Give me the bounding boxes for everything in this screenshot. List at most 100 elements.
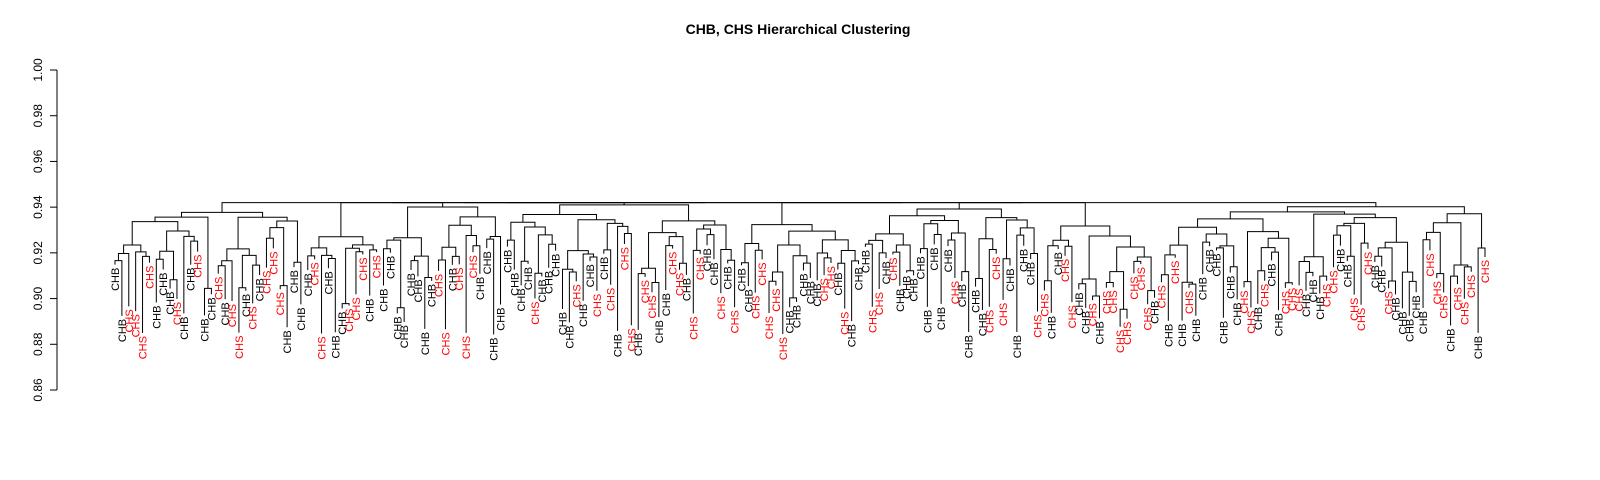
dendrogram-branch xyxy=(1030,253,1039,312)
dendrogram-branch xyxy=(537,234,553,274)
dendrogram-branch xyxy=(851,260,860,322)
dendrogram-branch xyxy=(1178,226,1218,246)
dendrogram-branch xyxy=(720,248,732,294)
dendrogram-branch xyxy=(923,223,939,249)
dendrogram-branch xyxy=(975,278,983,310)
leaf-label: CHB xyxy=(557,312,569,335)
leaf-label: CHS xyxy=(461,336,473,359)
leaf-label: CHS xyxy=(1329,270,1341,293)
leaf-label: CHB xyxy=(1253,307,1265,330)
leaf-label: CHS xyxy=(668,252,680,275)
leaf-label: CHS xyxy=(454,267,466,290)
leaf-label: CHB xyxy=(1212,253,1224,276)
leaf-label: CHB xyxy=(179,317,191,340)
dendrogram-branch xyxy=(1303,256,1324,277)
dendrogram-branch xyxy=(269,227,285,286)
dendrogram-branch xyxy=(1286,206,1465,214)
dendrogram-branch xyxy=(740,262,749,287)
leaf-label: CHS xyxy=(1067,305,1079,328)
dendrogram-branch xyxy=(978,238,994,279)
leaf-label: CHB xyxy=(551,254,563,277)
leaf-label: CHB xyxy=(496,308,508,331)
dendrogram-branch xyxy=(1169,244,1188,283)
leaf-label: CHB xyxy=(723,266,735,289)
leaf-label: CHB xyxy=(165,292,177,315)
dendrogram-branch xyxy=(486,238,495,335)
dendrogram-branch xyxy=(751,224,813,244)
dendrogram-branch xyxy=(589,256,598,291)
leaf-label: CHB xyxy=(599,257,611,280)
leaf-label: CHS xyxy=(592,294,604,317)
leaf-label: CHB xyxy=(578,304,590,327)
leaf-label: CHB xyxy=(1411,295,1423,318)
leaf-label: CHS xyxy=(647,295,659,318)
leaf-label: CHS xyxy=(571,284,583,307)
dendrogram-branch xyxy=(888,215,946,234)
dendrogram-branch xyxy=(1313,213,1376,257)
leaf-label: CHB xyxy=(1094,321,1106,344)
dendrogram-branch xyxy=(661,220,716,233)
leaf-label: CHS xyxy=(344,309,356,332)
dendrogram-branch xyxy=(310,247,328,256)
leaf-label: CHB xyxy=(943,249,955,272)
dendrogram-branch xyxy=(352,244,374,250)
leaf-label: CHB xyxy=(1315,296,1327,319)
dendrogram-branch xyxy=(1450,275,1458,326)
leaf-label: CHB xyxy=(241,294,253,317)
leaf-label: CHB xyxy=(812,283,824,306)
dendrogram-branch xyxy=(226,248,250,261)
leaf-label: CHB xyxy=(1301,294,1313,317)
leaf-label: CHB xyxy=(805,281,817,304)
dendrogram-branch xyxy=(407,206,479,238)
leaf-label: CHB xyxy=(385,256,397,279)
leaf-label: CHB xyxy=(206,297,218,320)
leaf-label: CHB xyxy=(475,277,487,300)
leaf-label: CHS xyxy=(1143,307,1155,330)
y-tick-label: 0.90 xyxy=(31,287,45,311)
dendrogram-branch xyxy=(1360,242,1369,305)
leaf-label: CHS xyxy=(1260,284,1272,307)
dendrogram-branch xyxy=(451,255,460,265)
dendrogram-branch xyxy=(1197,218,1264,232)
leaf-label: CHB xyxy=(502,250,514,273)
leaf-label: CHS xyxy=(1287,288,1299,311)
dendrogram-branch xyxy=(1477,247,1486,333)
leaf-label: CHS xyxy=(1129,276,1141,299)
leaf-label: CHS xyxy=(1363,252,1375,275)
leaf-label: CHB xyxy=(964,335,976,358)
leaf-label: CHB xyxy=(654,320,666,343)
dendrogram-branch xyxy=(520,260,529,286)
dendrogram-branch xyxy=(237,216,288,249)
dendrogram-branch xyxy=(1060,225,1111,241)
leaf-label: CHS xyxy=(1294,288,1306,311)
leaf-label: CHB xyxy=(378,289,390,312)
leaf-label: CHB xyxy=(255,278,267,301)
dendrogram-branch xyxy=(696,228,712,251)
leaf-label: CHB xyxy=(798,273,810,296)
dendrogram-branch xyxy=(369,249,378,296)
leaf-label: CHS xyxy=(1356,308,1368,331)
leaf-label: CHS xyxy=(131,314,143,337)
leaf-label: CHB xyxy=(509,273,521,296)
dendrogram-branch xyxy=(441,246,457,260)
dendrogram-branch xyxy=(933,234,942,304)
dendrogram-branch xyxy=(771,271,784,334)
leaf-label: CHS xyxy=(1452,287,1464,310)
leaf-label: CHB xyxy=(1397,311,1409,334)
leaf-label: CHS xyxy=(757,262,769,285)
dendrogram-branch xyxy=(1453,264,1469,277)
dendrogram-branch xyxy=(169,279,178,299)
leaf-label: CHS xyxy=(440,332,452,355)
leaf-label: CHS xyxy=(1425,253,1437,276)
leaf-label: CHB xyxy=(1308,279,1320,302)
dendrogram-branch xyxy=(648,232,677,269)
dendrogram-branch xyxy=(1384,241,1409,273)
leaf-label: CHS xyxy=(530,302,542,325)
leaf-label: CHS xyxy=(1239,290,1251,313)
dendrogram-branch xyxy=(1116,246,1145,272)
leaf-label: CHS xyxy=(888,257,900,280)
leaf-label: CHB xyxy=(1232,302,1244,325)
leaf-label: CHB xyxy=(406,273,418,296)
leaf-label: CHB xyxy=(1335,249,1347,272)
leaf-label: CHB xyxy=(681,278,693,301)
